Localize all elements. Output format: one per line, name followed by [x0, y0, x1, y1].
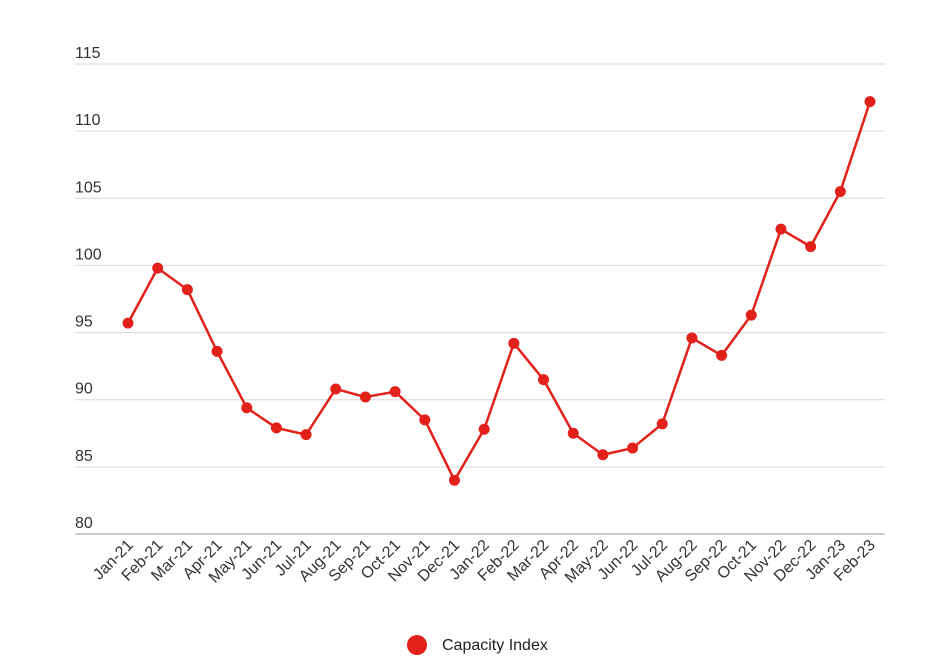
legend: Capacity Index [407, 635, 548, 655]
data-point [597, 449, 609, 461]
y-tick-label: 100 [75, 246, 102, 263]
data-point [359, 391, 371, 403]
data-point [419, 414, 431, 426]
data-point [775, 223, 787, 235]
data-point [627, 442, 639, 454]
data-point [864, 96, 876, 108]
data-point [834, 186, 846, 198]
y-axis-tick-labels: 80 85 90 95 100 105 110 115 [75, 45, 102, 532]
data-point [241, 402, 253, 414]
data-point [122, 317, 134, 329]
data-point [805, 241, 817, 253]
y-tick-label: 85 [75, 448, 93, 465]
y-tick-label: 95 [75, 314, 93, 331]
data-point [181, 284, 193, 296]
y-tick-label: 80 [75, 515, 93, 532]
data-point [211, 345, 223, 357]
data-point [745, 309, 757, 321]
data-point [716, 349, 728, 361]
data-point [686, 332, 698, 344]
data-point [300, 429, 312, 441]
y-tick-label: 90 [75, 381, 93, 398]
data-point [448, 474, 460, 486]
data-point [152, 262, 164, 274]
y-tick-label: 110 [75, 112, 101, 129]
legend-label: Capacity Index [442, 637, 548, 654]
data-point [538, 374, 550, 386]
data-point [478, 423, 490, 435]
y-tick-label: 115 [75, 45, 101, 62]
data-point [270, 422, 282, 434]
data-point [567, 427, 579, 439]
series-line [126, 101, 872, 482]
y-tick-label: 105 [75, 179, 102, 196]
data-point [656, 418, 668, 430]
data-point [330, 383, 342, 395]
data-point [389, 386, 401, 398]
data-point [508, 337, 520, 349]
gridlines [75, 63, 885, 535]
legend-marker [407, 635, 427, 655]
series-capacity-index [122, 96, 876, 486]
x-axis-tick-labels: Jan-21Feb-21Mar-21Apr-21May-21Jun-21Jul-… [90, 537, 879, 587]
